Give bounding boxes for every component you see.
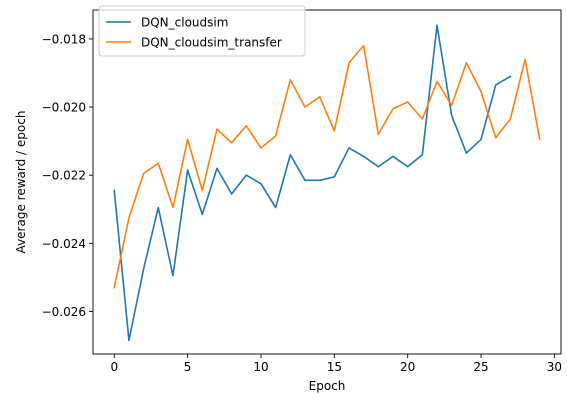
legend: DQN_cloudsim DQN_cloudsim_transfer: [98, 5, 306, 57]
legend-label-1: DQN_cloudsim: [141, 16, 228, 30]
x-tick-label: 0: [110, 360, 118, 374]
y-tick-label: −0.024: [42, 237, 86, 251]
x-axis-ticks: 0 5 10 15 20 25 30: [110, 354, 562, 374]
legend-box: [98, 5, 306, 57]
legend-label-2: DQN_cloudsim_transfer: [141, 36, 282, 50]
y-axis-ticks: −0.026 −0.024 −0.022 −0.020 −0.018: [42, 32, 93, 319]
series-line-2: [113, 44, 541, 289]
y-tick-label: −0.026: [42, 305, 86, 319]
y-tick-label: −0.018: [42, 32, 86, 46]
plot-frame: [92, 9, 562, 355]
x-axis-label: Epoch: [309, 379, 346, 393]
plot-lines: [113, 24, 541, 342]
x-tick-label: 15: [327, 360, 342, 374]
x-tick-label: 20: [400, 360, 415, 374]
x-tick-label: 25: [473, 360, 488, 374]
x-tick-label: 10: [253, 360, 268, 374]
x-tick-label: 5: [184, 360, 192, 374]
x-tick-label: 30: [547, 360, 562, 374]
y-axis-label: Average reward / epoch: [14, 111, 28, 254]
y-tick-label: −0.022: [42, 169, 86, 183]
y-tick-label: −0.020: [42, 101, 86, 115]
series-line-1: [113, 24, 512, 342]
